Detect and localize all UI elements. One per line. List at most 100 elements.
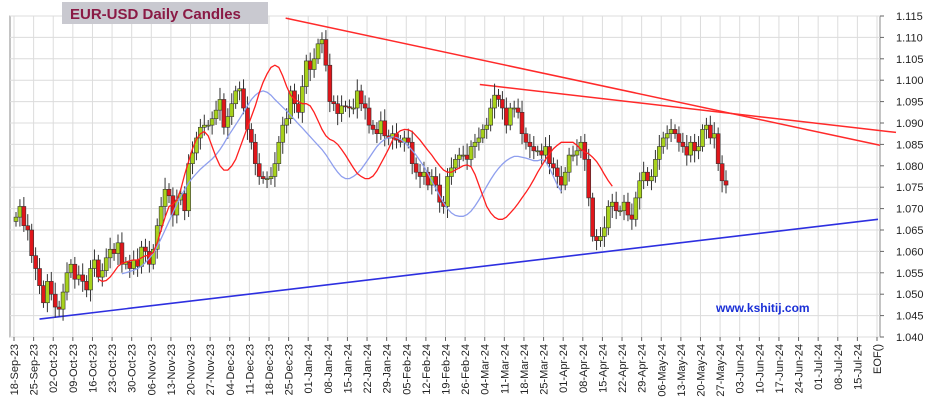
candle-body-bear [260,176,266,179]
candle-body-bull [315,43,321,60]
candle-body-bear [37,268,42,286]
candle [343,100,348,112]
candle [649,169,654,191]
candle-body-bull [190,152,195,164]
candle-body-bear [417,171,423,177]
y-tick-label: 1.045 [896,311,924,323]
candle [166,183,172,204]
candle-body-bear [500,99,505,109]
y-axis-ticks: 1.040 1.045 1.050 1.055 1.060 1.065 1.070 1.075… [880,11,924,344]
candle-body-bear [405,137,411,143]
candle [284,108,289,134]
candle [708,115,713,145]
candle [625,192,631,222]
candle [25,214,31,241]
x-tick-label: 19-Feb-24 [441,344,453,395]
candle-body-bear [366,107,372,126]
candle-body-bull [107,248,113,259]
candle-body-bull [276,141,282,164]
candle [21,197,27,232]
x-axis-ticks: 18-Sep-23 25-Sep-23 02-Oct-23 09-Oct-23 16-O… [9,337,884,397]
candle-body-bear [296,103,301,113]
candle-body-bull [100,270,105,278]
x-tick-label: 01-Jan-24 [303,344,315,394]
candle-body-bear [723,180,729,186]
y-tick-label: 1.090 [896,118,924,130]
candle-body-bull [264,178,270,180]
candle [676,126,682,152]
resistance-trendline-upper [285,17,881,146]
candle [664,125,670,150]
candle-body-bull [68,263,74,274]
x-tick-label: 08-Jul-24 [833,344,845,390]
candle [252,133,258,176]
x-tick-label: 08-Jan-24 [323,344,335,394]
candle [143,238,148,263]
candle [480,124,486,144]
candle-body-bear [307,60,313,70]
candle-body-bull [421,171,427,177]
candle [96,254,101,283]
candle-body-bear [519,112,525,135]
candle [719,155,725,193]
candle-body-bear [555,167,560,177]
x-tick-label: 25-Mar-24 [539,344,551,395]
trendlines [39,17,897,320]
candle-body-bear [692,141,697,152]
candle-body-bear [629,214,635,220]
candle [362,95,368,120]
x-tick-label: 29-Jan-24 [382,344,394,394]
candle [229,93,235,125]
watermark-url: www.kshitij.com [715,301,810,315]
candle [672,124,678,139]
x-tick-label: 22-Apr-24 [617,344,629,393]
candle-body-bear [143,246,148,252]
x-tick-label: 01-Jul-24 [813,344,825,390]
y-tick-label: 1.075 [896,182,924,194]
candle-body-bull [64,272,70,293]
candle-body-bear [41,285,46,304]
candle [80,263,85,292]
y-tick-label: 1.095 [896,97,924,109]
candle [52,282,58,318]
candle-body-bull [280,124,286,143]
candle-body-bear [547,146,552,164]
x-tick-label: 08-Apr-24 [578,344,590,393]
candle [633,191,639,227]
candle [507,102,513,131]
candle-body-bull [217,99,223,111]
candle-body-bear [437,184,442,203]
candle-body-bull [566,154,572,173]
y-tick-label: 1.060 [896,246,924,258]
candle-body-bear [96,259,101,278]
candle-body-bull [445,176,450,207]
candle-body-bull [649,176,654,182]
candle-body-bear [127,261,133,269]
candle-body-bear [29,229,34,256]
y-tick-label: 1.110 [896,32,923,44]
candle-body-bull [456,154,462,160]
sma-fast-line [98,64,613,283]
candle [696,136,701,160]
candle-body-bear [590,197,595,237]
candle [523,127,529,150]
candle-body-bear [327,64,333,102]
candle [586,148,592,207]
candle [29,223,34,263]
candle [472,133,478,159]
x-tick-label: 13-Nov-23 [166,344,178,395]
candle [653,149,658,183]
candle-body-bull [209,118,215,126]
candle [515,98,521,119]
candle-body-bear [719,163,725,182]
candle [445,168,450,219]
candle-body-bear [413,163,419,173]
candle [100,263,105,287]
x-tick-label: 27-May-24 [715,344,727,397]
candle-body-bear [708,124,713,139]
candle-body-bear [358,90,364,105]
candle-body-bull [453,159,458,169]
candle-body-bull [598,236,603,241]
candle [468,140,474,167]
candle [405,128,411,149]
